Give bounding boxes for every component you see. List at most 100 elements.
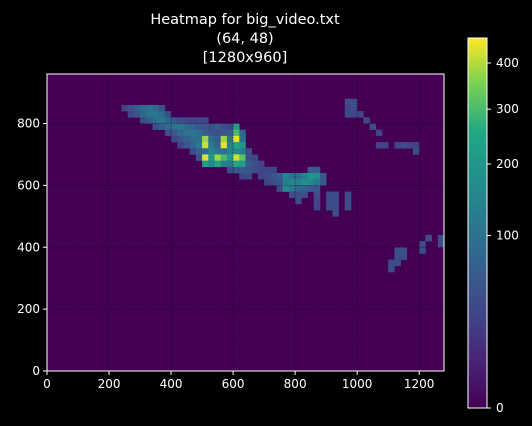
heatmap-cell: [332, 210, 339, 217]
colorbar-segment: [468, 384, 487, 388]
colorbar-segment: [468, 165, 487, 169]
heatmap-cell: [313, 166, 321, 174]
colorbar-segment: [468, 44, 487, 48]
heatmap-cell: [158, 123, 166, 130]
plot-area: [47, 74, 445, 371]
colorbar-segment: [468, 225, 487, 229]
heatmap-cell: [214, 160, 221, 168]
heatmap-cell: [127, 111, 135, 118]
colorbar-tick-label: 400: [496, 56, 519, 70]
colorbar-segment: [468, 269, 487, 273]
colorbar-segment: [468, 345, 487, 349]
colorbar-segment: [468, 63, 487, 67]
colorbar-segment: [468, 255, 487, 259]
colorbar-segment: [468, 195, 487, 199]
heatmap-cell: [233, 154, 240, 161]
heatmap-cell: [313, 173, 321, 180]
heatmap-cell: [313, 191, 321, 199]
heatmap-cell: [233, 123, 240, 130]
colorbar-segment: [468, 86, 487, 90]
heatmap-cell: [239, 142, 246, 149]
heatmap-cell: [226, 160, 234, 168]
heatmap-cell: [375, 129, 383, 137]
colorbar-segment: [468, 105, 487, 108]
heatmap-cell: [208, 160, 215, 168]
x-tick-label: 400: [160, 377, 183, 391]
colorbar-segment: [468, 387, 487, 391]
heatmap-cell: [195, 117, 203, 124]
colorbar-segment: [468, 121, 487, 125]
heatmap-cell: [344, 203, 352, 211]
colorbar-segment: [468, 100, 487, 104]
colorbar-segment: [468, 368, 487, 372]
heatmap-cell: [245, 148, 253, 155]
colorbar-segment: [468, 137, 487, 141]
heatmap-cell: [350, 98, 358, 106]
x-tick-label: 600: [222, 377, 245, 391]
heatmap-cell: [419, 241, 426, 248]
colorbar-segment: [468, 401, 487, 404]
colorbar-segment: [468, 223, 487, 226]
colorbar-segment: [468, 292, 487, 296]
heatmap-cell: [282, 173, 290, 180]
colorbar-segment: [468, 132, 487, 136]
colorbar-segment: [468, 38, 487, 41]
colorbar-segment: [468, 202, 487, 206]
colorbar-segment: [468, 51, 487, 55]
colorbar-segment: [468, 322, 487, 326]
colorbar-segment: [468, 405, 487, 409]
heatmap-cell: [437, 234, 445, 242]
colorbar-segment: [468, 306, 487, 310]
plot-frame: [46, 73, 445, 372]
colorbar-segment: [468, 142, 487, 145]
heatmap-cell: [183, 135, 190, 143]
colorbar-segment: [468, 398, 487, 402]
colorbar-segment: [468, 75, 487, 78]
heatmap-cell: [350, 104, 358, 112]
colorbar-segment: [468, 234, 487, 238]
heatmap-cell: [239, 160, 246, 168]
colorbar-segment: [468, 79, 487, 83]
colorbar-segment: [468, 273, 487, 277]
heatmap-cell: [332, 203, 339, 211]
chart-title: Heatmap for big_video.txt (64, 48) [1280…: [150, 12, 340, 66]
colorbar-segment: [468, 158, 487, 162]
heatmap-cell: [394, 259, 401, 267]
heatmap-cell: [121, 104, 128, 112]
colorbar-segment: [468, 174, 487, 178]
heatmap-cell: [152, 117, 159, 124]
heatmap-cell: [152, 123, 159, 130]
colorbar-segment: [468, 146, 487, 150]
colorbar-segment: [468, 382, 487, 386]
title-line-3: [1280x960]: [203, 50, 287, 66]
heatmap-cell: [226, 123, 234, 130]
heatmap-cell: [164, 129, 172, 137]
heatmap-cell: [233, 166, 240, 174]
title-line-2: (64, 48): [216, 31, 273, 47]
heatmap-cell: [245, 160, 253, 168]
colorbar-segment: [468, 40, 487, 44]
heatmap-cell: [264, 173, 271, 180]
heatmap-cell: [295, 179, 302, 186]
heatmap-cell: [251, 166, 259, 174]
heatmap-cell: [276, 185, 284, 192]
heatmap-cell: [313, 197, 321, 205]
heatmap-cell: [288, 191, 296, 199]
colorbar-segment: [468, 47, 487, 51]
colorbar-segment: [468, 68, 487, 71]
heatmap-cell: [220, 129, 228, 137]
heatmap-cell: [202, 117, 209, 124]
colorbar-segment: [468, 179, 487, 182]
colorbar-segment: [468, 54, 487, 58]
colorbar-segment: [468, 84, 487, 88]
heatmap-cell: [394, 142, 401, 149]
heatmap-cell: [233, 135, 240, 143]
heatmap-cell: [214, 135, 221, 143]
colorbar-segment: [468, 347, 487, 351]
colorbar-segment: [468, 42, 487, 46]
heatmap-cell: [239, 135, 246, 143]
heatmap-cell: [400, 247, 408, 254]
heatmap-cell: [214, 129, 221, 137]
colorbar-segment: [468, 276, 487, 280]
